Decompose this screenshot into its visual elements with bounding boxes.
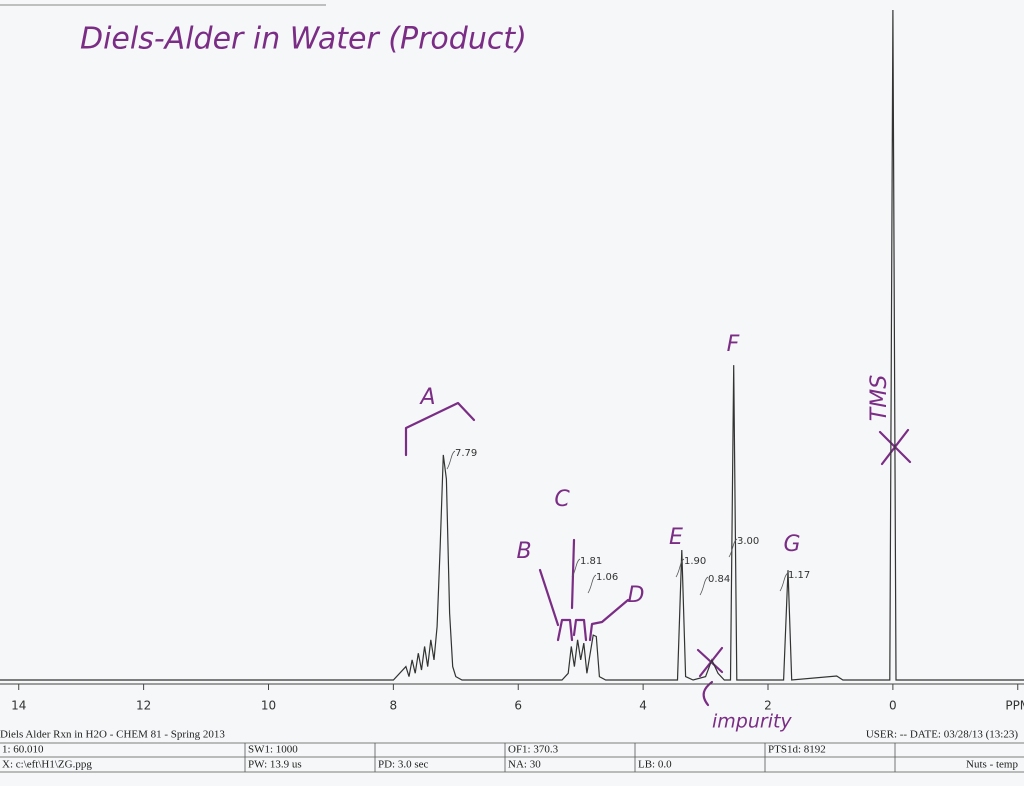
integral-label: 1.81 xyxy=(580,556,602,567)
footer-user-date: USER: -- DATE: 03/28/13 (13:23) xyxy=(866,729,1018,741)
peak-label: B xyxy=(516,539,531,564)
bracket-bcd xyxy=(538,538,630,642)
peak-label: A xyxy=(418,385,435,410)
footer-cell: X: c:\eft\H1\ZG.ppg xyxy=(2,759,92,771)
integral-label: 1.90 xyxy=(684,556,706,567)
integral-curve xyxy=(587,574,597,594)
integral-curve xyxy=(728,538,738,558)
integral-curve xyxy=(779,572,789,592)
spectrum-line xyxy=(0,9,1024,681)
peak-label: E xyxy=(669,525,683,550)
integral-label: 1.17 xyxy=(788,570,810,581)
x-tick-label: 14 xyxy=(11,699,26,713)
footer-title: Diels Alder Rxn in H2O - CHEM 81 - Sprin… xyxy=(0,729,225,741)
peak-label: D xyxy=(628,583,645,608)
footer-cell: LB: 0.0 xyxy=(638,759,672,771)
integral-label: 3.00 xyxy=(737,536,759,547)
chart-title: Diels-Alder in Water (Product) xyxy=(80,22,527,57)
footer-cell: OF1: 370.3 xyxy=(508,744,559,756)
x-tick-label: 6 xyxy=(514,699,522,713)
integral-curve xyxy=(446,450,456,470)
footer-cell: Nuts - temp xyxy=(966,759,1018,771)
x-tick-label: PPM xyxy=(1005,699,1024,713)
x-tick-label: 4 xyxy=(639,699,647,713)
bracket-a xyxy=(404,401,476,457)
x-tick-label: 10 xyxy=(261,699,276,713)
integral-label: 0.84 xyxy=(708,574,730,585)
footer-cell: NA: 30 xyxy=(508,759,541,771)
peak-label: TMS xyxy=(867,375,892,421)
integral-curve xyxy=(699,576,709,596)
footer-table xyxy=(0,742,1024,773)
x-tick-label: 12 xyxy=(136,699,151,713)
footer-cell: PD: 3.0 sec xyxy=(378,759,429,771)
x-tick-label: 0 xyxy=(889,699,897,713)
x-tick-label: 8 xyxy=(390,699,398,713)
integral-label: 7.79 xyxy=(455,448,477,459)
footer-cell: SW1: 1000 xyxy=(248,744,298,756)
integral-curve xyxy=(571,558,581,578)
integral-curve xyxy=(675,558,685,578)
peak-label: F xyxy=(727,332,740,357)
integral-label: 1.06 xyxy=(596,572,618,583)
footer-cell: PW: 13.9 us xyxy=(248,759,302,771)
peak-label: G xyxy=(783,532,800,557)
footer-cell: PTS1d: 8192 xyxy=(768,744,826,756)
footer-cell: 1: 60.010 xyxy=(2,744,44,756)
x-tick-label: 2 xyxy=(764,699,772,713)
peak-label: C xyxy=(554,487,570,512)
impurity-note: impurity xyxy=(712,711,792,733)
